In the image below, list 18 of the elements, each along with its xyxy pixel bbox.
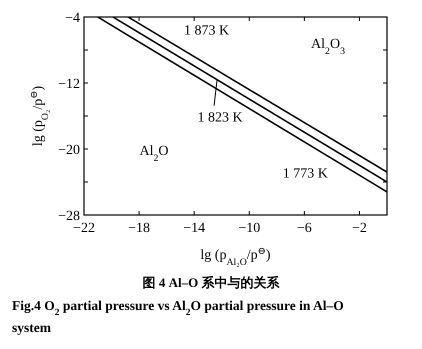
x-axis-title: lg (p$_{Al₂O}$/p$^{⊖}$) — [200, 246, 271, 268]
x-tick-label: −2 — [352, 221, 367, 236]
x-tick-label: −10 — [238, 221, 260, 236]
text: 图 4 Al–O 系中与的关系 — [142, 275, 280, 290]
legend-label: 1 823 K — [198, 110, 243, 126]
x-tick-label: −22 — [73, 221, 95, 236]
x-tick-label: −14 — [183, 221, 206, 236]
text: Fig.4 O$_{2}$ partial pressure vs Al$_{2}$O partial pressure in Al–O system — [12, 298, 344, 335]
legend-label: 1 873 K — [184, 23, 230, 38]
y-tick-label: −4 — [65, 11, 80, 26]
y-tick-label: −28 — [58, 209, 80, 224]
series-label: 1 773 K — [282, 166, 328, 182]
annotation: Al$_{2}$O$_{3}$ — [311, 37, 346, 56]
x-tick-label: −6 — [296, 221, 312, 236]
x-tick-label: −18 — [128, 221, 150, 236]
y-tick-label: −20 — [58, 143, 80, 158]
y-tick-label: −12 — [58, 77, 80, 92]
annotation: Al$_{2}$O — [139, 144, 169, 164]
